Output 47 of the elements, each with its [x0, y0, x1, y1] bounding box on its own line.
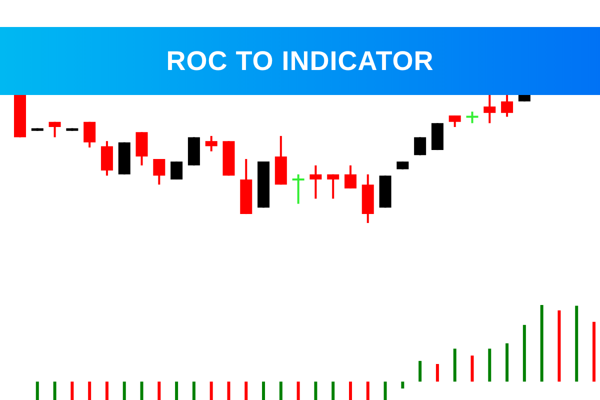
candlestick: [48, 120, 61, 138]
bar: [158, 382, 161, 400]
bar: [384, 382, 387, 400]
bar: [366, 382, 370, 400]
candlestick: [484, 95, 496, 124]
candlestick: [466, 110, 478, 124]
candlestick: [414, 136, 426, 156]
bar: [175, 382, 178, 400]
candlestick: [84, 120, 96, 148]
bar: [436, 364, 439, 382]
bar: [210, 382, 213, 400]
bar: [332, 382, 335, 400]
candlestick: [327, 173, 340, 200]
bar: [140, 382, 144, 400]
bar: [575, 306, 578, 382]
bar: [296, 382, 300, 400]
bar: [88, 382, 92, 400]
bar: [262, 382, 266, 400]
bar: [314, 382, 318, 400]
bar: [506, 343, 509, 382]
bar: [592, 322, 596, 382]
bar: [192, 382, 196, 400]
bar: [470, 356, 474, 382]
bar: [558, 310, 561, 382]
bar: [348, 382, 352, 400]
bar: [244, 382, 248, 400]
candlestick: [205, 134, 218, 152]
bar: [122, 382, 126, 400]
bar: [453, 348, 456, 382]
bar: [36, 382, 39, 400]
bar: [488, 348, 492, 382]
bar: [70, 382, 74, 400]
bar: [227, 382, 230, 400]
bar: [105, 382, 108, 400]
candlestick: [344, 164, 356, 190]
bar: [418, 360, 422, 382]
bar: [522, 324, 526, 382]
bar: [53, 382, 56, 400]
bar: [401, 382, 404, 389]
bar: [279, 382, 282, 400]
candlestick: [153, 158, 166, 186]
chart-title: ROC TO INDICATOR: [0, 27, 600, 95]
bar: [540, 305, 544, 382]
candlestick: [170, 160, 183, 180]
candlestick: [310, 164, 322, 200]
candlestick: [292, 173, 304, 205]
candlestick: [501, 95, 514, 118]
